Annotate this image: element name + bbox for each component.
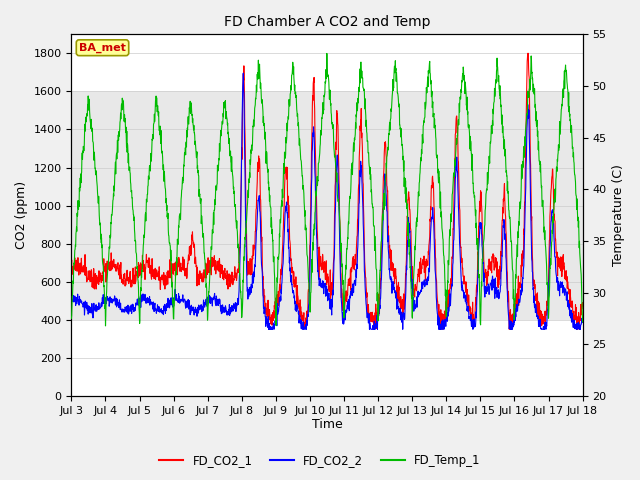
Y-axis label: CO2 (ppm): CO2 (ppm) [15,181,28,249]
Text: BA_met: BA_met [79,43,126,53]
Legend: FD_CO2_1, FD_CO2_2, FD_Temp_1: FD_CO2_1, FD_CO2_2, FD_Temp_1 [155,449,485,472]
Title: FD Chamber A CO2 and Temp: FD Chamber A CO2 and Temp [224,15,430,29]
Y-axis label: Temperature (C): Temperature (C) [612,164,625,266]
X-axis label: Time: Time [312,419,342,432]
Bar [72,91,582,320]
